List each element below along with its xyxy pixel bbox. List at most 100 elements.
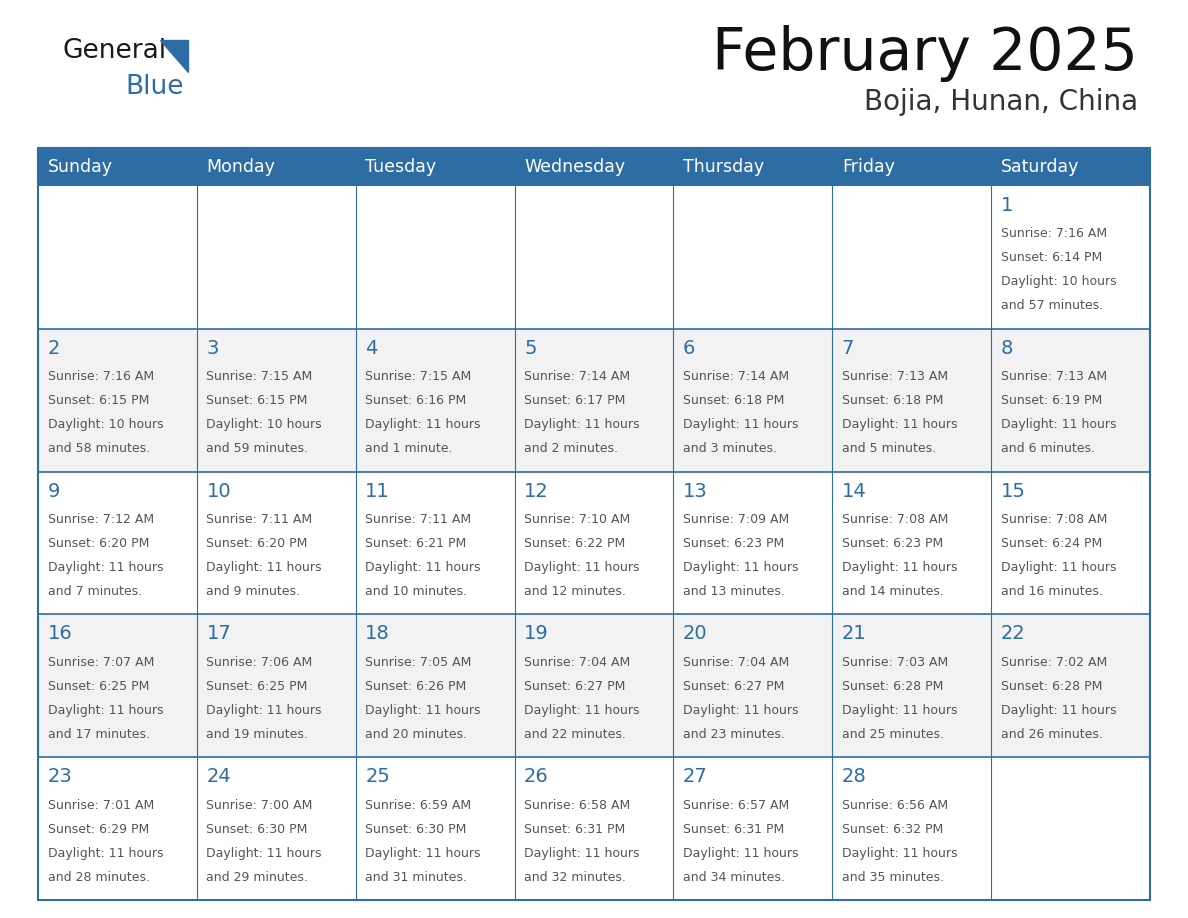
Text: and 10 minutes.: and 10 minutes. <box>365 585 467 598</box>
Text: Sunset: 6:14 PM: Sunset: 6:14 PM <box>1000 252 1102 264</box>
Text: Sunrise: 7:00 AM: Sunrise: 7:00 AM <box>207 799 312 812</box>
Text: Daylight: 11 hours: Daylight: 11 hours <box>842 846 958 859</box>
Text: Sunset: 6:20 PM: Sunset: 6:20 PM <box>48 537 148 550</box>
Text: Sunrise: 7:01 AM: Sunrise: 7:01 AM <box>48 799 153 812</box>
Text: and 29 minutes.: and 29 minutes. <box>207 870 308 884</box>
Text: 4: 4 <box>365 339 378 358</box>
Text: and 22 minutes.: and 22 minutes. <box>524 728 626 741</box>
Text: Sunrise: 6:58 AM: Sunrise: 6:58 AM <box>524 799 631 812</box>
Text: 16: 16 <box>48 624 72 644</box>
Text: and 12 minutes.: and 12 minutes. <box>524 585 626 598</box>
Text: Daylight: 11 hours: Daylight: 11 hours <box>842 704 958 717</box>
Text: and 16 minutes.: and 16 minutes. <box>1000 585 1102 598</box>
Text: Sunset: 6:16 PM: Sunset: 6:16 PM <box>365 394 467 408</box>
Text: Sunset: 6:27 PM: Sunset: 6:27 PM <box>683 680 784 693</box>
Text: Bojia, Hunan, China: Bojia, Hunan, China <box>864 88 1138 116</box>
Text: Sunset: 6:24 PM: Sunset: 6:24 PM <box>1000 537 1102 550</box>
Text: Sunrise: 7:02 AM: Sunrise: 7:02 AM <box>1000 655 1107 669</box>
Text: and 6 minutes.: and 6 minutes. <box>1000 442 1094 455</box>
Text: Daylight: 11 hours: Daylight: 11 hours <box>683 561 798 574</box>
Text: and 31 minutes.: and 31 minutes. <box>365 870 467 884</box>
Text: 10: 10 <box>207 482 230 500</box>
Text: 17: 17 <box>207 624 232 644</box>
Text: and 3 minutes.: and 3 minutes. <box>683 442 777 455</box>
Text: Sunset: 6:28 PM: Sunset: 6:28 PM <box>842 680 943 693</box>
Text: Sunrise: 7:14 AM: Sunrise: 7:14 AM <box>524 370 630 383</box>
Text: Sunrise: 7:07 AM: Sunrise: 7:07 AM <box>48 655 154 669</box>
Text: and 23 minutes.: and 23 minutes. <box>683 728 785 741</box>
Text: 7: 7 <box>842 339 854 358</box>
Text: Daylight: 11 hours: Daylight: 11 hours <box>683 704 798 717</box>
Text: Sunrise: 7:14 AM: Sunrise: 7:14 AM <box>683 370 789 383</box>
Text: 1: 1 <box>1000 196 1013 215</box>
Text: Daylight: 11 hours: Daylight: 11 hours <box>365 704 481 717</box>
Text: Daylight: 11 hours: Daylight: 11 hours <box>365 846 481 859</box>
Text: Daylight: 10 hours: Daylight: 10 hours <box>48 419 163 431</box>
Text: 11: 11 <box>365 482 390 500</box>
Text: and 26 minutes.: and 26 minutes. <box>1000 728 1102 741</box>
Text: and 59 minutes.: and 59 minutes. <box>207 442 309 455</box>
Text: 8: 8 <box>1000 339 1013 358</box>
Text: 12: 12 <box>524 482 549 500</box>
Text: and 17 minutes.: and 17 minutes. <box>48 728 150 741</box>
Text: Daylight: 11 hours: Daylight: 11 hours <box>48 561 163 574</box>
Text: Sunset: 6:27 PM: Sunset: 6:27 PM <box>524 680 625 693</box>
Text: Sunset: 6:26 PM: Sunset: 6:26 PM <box>365 680 467 693</box>
Text: Sunrise: 7:13 AM: Sunrise: 7:13 AM <box>1000 370 1107 383</box>
Polygon shape <box>160 40 188 72</box>
Text: Sunset: 6:19 PM: Sunset: 6:19 PM <box>1000 394 1102 408</box>
Text: Sunrise: 7:05 AM: Sunrise: 7:05 AM <box>365 655 472 669</box>
Bar <box>38 757 1150 900</box>
Text: Friday: Friday <box>842 158 895 176</box>
Text: Sunset: 6:23 PM: Sunset: 6:23 PM <box>842 537 943 550</box>
Text: Daylight: 11 hours: Daylight: 11 hours <box>365 419 481 431</box>
Text: Daylight: 11 hours: Daylight: 11 hours <box>842 419 958 431</box>
Text: and 2 minutes.: and 2 minutes. <box>524 442 618 455</box>
Text: Sunrise: 7:03 AM: Sunrise: 7:03 AM <box>842 655 948 669</box>
Text: General: General <box>62 38 166 64</box>
Text: Sunset: 6:22 PM: Sunset: 6:22 PM <box>524 537 625 550</box>
Text: Sunset: 6:30 PM: Sunset: 6:30 PM <box>365 823 467 835</box>
Text: 26: 26 <box>524 767 549 786</box>
Text: Sunrise: 7:11 AM: Sunrise: 7:11 AM <box>365 513 472 526</box>
Text: 19: 19 <box>524 624 549 644</box>
Text: Daylight: 11 hours: Daylight: 11 hours <box>683 419 798 431</box>
Text: Sunrise: 7:15 AM: Sunrise: 7:15 AM <box>207 370 312 383</box>
Text: Sunset: 6:30 PM: Sunset: 6:30 PM <box>207 823 308 835</box>
Text: Sunset: 6:17 PM: Sunset: 6:17 PM <box>524 394 625 408</box>
Text: Monday: Monday <box>207 158 276 176</box>
Text: Sunrise: 7:09 AM: Sunrise: 7:09 AM <box>683 513 789 526</box>
Text: and 7 minutes.: and 7 minutes. <box>48 585 141 598</box>
Text: Saturday: Saturday <box>1000 158 1079 176</box>
Text: Daylight: 11 hours: Daylight: 11 hours <box>207 704 322 717</box>
Text: and 57 minutes.: and 57 minutes. <box>1000 299 1102 312</box>
Bar <box>38 472 1150 614</box>
Text: Sunrise: 7:10 AM: Sunrise: 7:10 AM <box>524 513 631 526</box>
Text: Daylight: 11 hours: Daylight: 11 hours <box>1000 704 1117 717</box>
Text: and 58 minutes.: and 58 minutes. <box>48 442 150 455</box>
Text: 3: 3 <box>207 339 219 358</box>
Text: Sunrise: 7:04 AM: Sunrise: 7:04 AM <box>524 655 631 669</box>
Text: and 34 minutes.: and 34 minutes. <box>683 870 785 884</box>
Text: Daylight: 11 hours: Daylight: 11 hours <box>683 846 798 859</box>
Text: Sunrise: 7:06 AM: Sunrise: 7:06 AM <box>207 655 312 669</box>
Text: 20: 20 <box>683 624 708 644</box>
Text: Daylight: 11 hours: Daylight: 11 hours <box>1000 419 1117 431</box>
Text: Sunrise: 7:15 AM: Sunrise: 7:15 AM <box>365 370 472 383</box>
Text: 25: 25 <box>365 767 390 786</box>
Text: and 25 minutes.: and 25 minutes. <box>842 728 943 741</box>
Text: Sunrise: 6:59 AM: Sunrise: 6:59 AM <box>365 799 472 812</box>
Text: Daylight: 11 hours: Daylight: 11 hours <box>524 561 639 574</box>
Text: 6: 6 <box>683 339 695 358</box>
Bar <box>38 186 1150 329</box>
Text: 23: 23 <box>48 767 72 786</box>
Text: Sunset: 6:31 PM: Sunset: 6:31 PM <box>683 823 784 835</box>
Text: Daylight: 11 hours: Daylight: 11 hours <box>842 561 958 574</box>
Text: Sunrise: 7:08 AM: Sunrise: 7:08 AM <box>842 513 948 526</box>
Text: and 5 minutes.: and 5 minutes. <box>842 442 936 455</box>
Text: 13: 13 <box>683 482 708 500</box>
Text: Sunset: 6:23 PM: Sunset: 6:23 PM <box>683 537 784 550</box>
Text: Sunset: 6:28 PM: Sunset: 6:28 PM <box>1000 680 1102 693</box>
Text: 9: 9 <box>48 482 59 500</box>
Bar <box>38 148 1150 186</box>
